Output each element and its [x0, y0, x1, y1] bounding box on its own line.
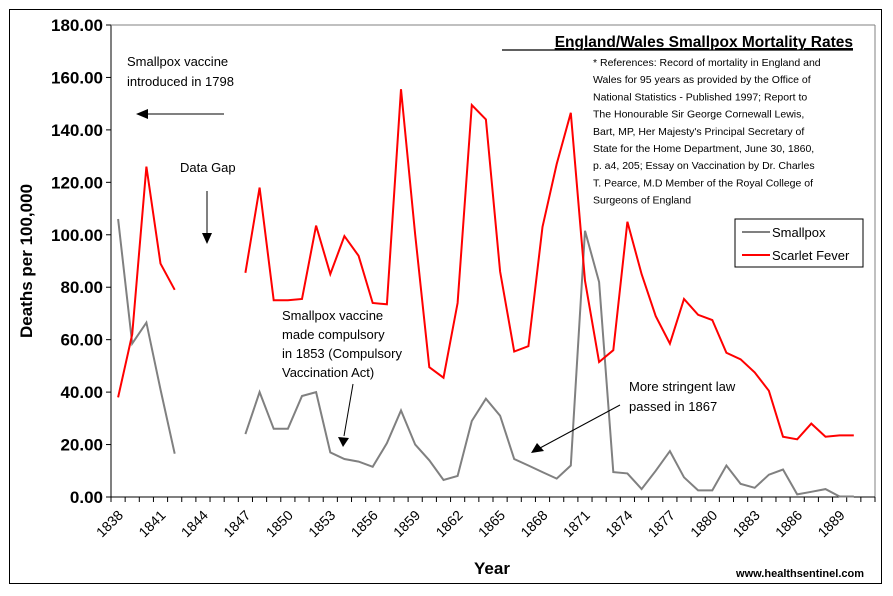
- series-smallpox: [117, 218, 854, 498]
- references-block: * References: Record of mortality in Eng…: [593, 57, 821, 207]
- y-tick-label: 180.00: [51, 16, 103, 35]
- x-tick-label: 1865: [475, 507, 508, 540]
- reference-line: T. Pearce, M.D Member of the Royal Colle…: [593, 177, 813, 189]
- reference-line: * References: Record of mortality in Eng…: [593, 57, 821, 69]
- legend: Smallpox Scarlet Fever: [734, 218, 864, 268]
- x-tick-label: 1880: [687, 507, 720, 540]
- annotation-compulsory-line1: Smallpox vaccine: [282, 308, 383, 323]
- x-tick-label: 1874: [602, 507, 635, 540]
- annotation-data-gap: Data Gap: [180, 160, 236, 244]
- reference-line: Wales for 95 years as provided by the Of…: [593, 74, 811, 86]
- x-tick-label: 1886: [772, 507, 805, 540]
- y-tick-label: 100.00: [51, 226, 103, 245]
- credit-url: www.healthsentinel.com: [735, 568, 864, 580]
- chart-frame: [9, 9, 882, 584]
- x-tick-label: 1838: [93, 507, 126, 540]
- legend-box: [734, 218, 864, 268]
- x-axis-title: Year: [474, 559, 510, 578]
- annotation-compulsory-line4: Vaccination Act): [282, 365, 374, 380]
- annotation-compulsory: Smallpox vaccine made compulsory in 1853…: [282, 308, 402, 447]
- series-line-scarlet-fever: [244, 89, 854, 441]
- reference-line: Surgeons of England: [593, 195, 691, 207]
- y-tick-label: 20.00: [60, 436, 103, 455]
- y-tick-label: 0.00: [70, 488, 103, 507]
- x-tick-label: 1847: [220, 507, 253, 540]
- annotation-stringent-law: More stringent law passed in 1867: [531, 379, 736, 453]
- series-line-smallpox: [244, 230, 854, 498]
- x-tick-label: 1889: [814, 507, 847, 540]
- x-tick-label: 1844: [178, 507, 211, 540]
- x-tick-label: 1850: [263, 507, 296, 540]
- series-scarlet-fever: [117, 89, 854, 441]
- reference-line: p. a4, 205; Essay on Vaccination by Dr. …: [593, 160, 815, 172]
- y-tick-label: 140.00: [51, 121, 103, 140]
- annotation-compulsory-line2: made compulsory: [282, 327, 385, 342]
- legend-label-smallpox: Smallpox: [772, 225, 826, 240]
- x-tick-label: 1883: [730, 507, 763, 540]
- arrow-left-icon: [136, 109, 148, 119]
- chart-title: England/Wales Smallpox Mortality Rates: [555, 34, 853, 51]
- y-tick-label: 40.00: [60, 383, 103, 402]
- x-tick-label: 1859: [390, 507, 423, 540]
- annotation-stringent-law-line1: More stringent law: [629, 379, 736, 394]
- x-tick-label: 1868: [517, 507, 550, 540]
- y-axis-title: Deaths per 100,000: [17, 184, 36, 338]
- x-tick-label: 1862: [432, 507, 465, 540]
- x-tick-label: 1871: [560, 507, 593, 540]
- series-line-smallpox: [117, 218, 176, 454]
- reference-line: Bart, MP, Her Majesty's Principal Secret…: [593, 126, 804, 138]
- y-tick-label: 60.00: [60, 331, 103, 350]
- reference-line: The Honourable Sir George Cornewall Lewi…: [593, 109, 804, 121]
- annotation-vaccine-introduced-line2: introduced in 1798: [127, 74, 234, 89]
- y-axis: 0.00 20.00 40.00 60.00 80.00 100.00 120.00 140.…: [51, 16, 876, 507]
- y-tick-label: 120.00: [51, 173, 103, 192]
- x-tick-label: 1853: [305, 507, 338, 540]
- arrow-stringent-law-line: [539, 404, 621, 449]
- legend-label-scarlet-fever: Scarlet Fever: [772, 248, 850, 263]
- y-tick-label: 80.00: [60, 278, 103, 297]
- annotation-vaccine-introduced-line1: Smallpox vaccine: [127, 54, 228, 69]
- series-group: [117, 89, 854, 498]
- annotation-vaccine-introduced: Smallpox vaccine introduced in 1798: [127, 54, 234, 119]
- x-tick-label: 1856: [348, 507, 381, 540]
- reference-line: State for the Home Department, June 30, …: [593, 143, 814, 155]
- x-axis: 1838 1841 1844 1847 1850 1853 1856 1859 1862 1865…: [93, 496, 876, 540]
- reference-line: National Statistics - Published 1997; Re…: [593, 91, 807, 103]
- arrow-stringent-law-icon: [531, 443, 544, 453]
- arrow-compulsory-line: [343, 383, 354, 437]
- series-line-scarlet-fever: [117, 166, 176, 398]
- arrow-down-icon: [202, 233, 212, 244]
- annotation-data-gap-label: Data Gap: [180, 160, 236, 175]
- x-tick-label: 1877: [645, 507, 678, 540]
- annotation-stringent-law-line2: passed in 1867: [629, 399, 717, 414]
- arrow-compulsory-icon: [338, 437, 349, 447]
- annotation-compulsory-line3: in 1853 (Compulsory: [282, 346, 402, 361]
- y-tick-label: 160.00: [51, 68, 103, 87]
- x-tick-label: 1841: [135, 507, 168, 540]
